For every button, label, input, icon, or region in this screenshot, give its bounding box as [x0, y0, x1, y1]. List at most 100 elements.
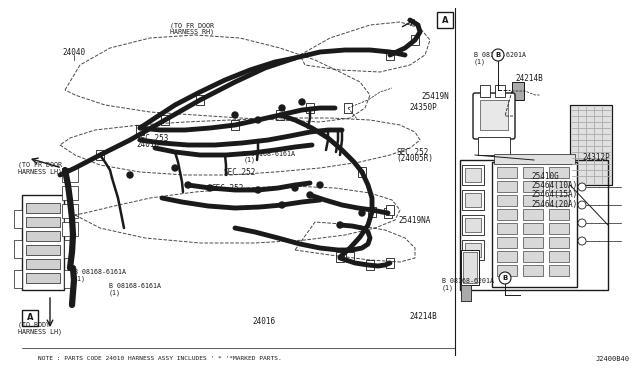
Text: 25464(10A): 25464(10A): [531, 181, 577, 190]
Bar: [497, 237, 517, 248]
Text: SEC.253: SEC.253: [136, 134, 169, 143]
Bar: [480, 100, 508, 130]
FancyBboxPatch shape: [473, 93, 515, 139]
Bar: [26, 203, 60, 213]
Bar: [523, 181, 543, 192]
Bar: [549, 209, 569, 220]
Bar: [62, 222, 78, 236]
Bar: [492, 162, 577, 287]
Circle shape: [255, 187, 261, 193]
Bar: [26, 273, 60, 283]
Bar: [461, 285, 471, 301]
Bar: [523, 167, 543, 178]
Bar: [336, 252, 344, 262]
Text: HARNESS RH): HARNESS RH): [170, 29, 214, 35]
Text: (1): (1): [474, 58, 486, 65]
Bar: [497, 195, 517, 206]
Circle shape: [127, 172, 133, 178]
Bar: [231, 120, 239, 130]
Bar: [465, 168, 481, 182]
Text: A: A: [27, 314, 33, 323]
Text: NOTE : PARTS CODE 24010 HARNESS ASSY INCLUDES ' * '*MARKED PARTS.: NOTE : PARTS CODE 24010 HARNESS ASSY INC…: [38, 356, 282, 361]
Bar: [549, 181, 569, 192]
Bar: [14, 240, 22, 258]
Bar: [463, 252, 477, 283]
Circle shape: [279, 105, 285, 111]
Bar: [497, 251, 517, 262]
Bar: [26, 231, 60, 241]
Bar: [462, 165, 484, 185]
Bar: [22, 195, 64, 290]
Bar: [64, 210, 72, 228]
Text: (1): (1): [109, 290, 121, 296]
Bar: [462, 240, 484, 260]
Bar: [570, 105, 612, 185]
Bar: [306, 103, 314, 113]
Bar: [461, 250, 479, 285]
Text: B: B: [495, 52, 500, 58]
Bar: [465, 218, 481, 232]
Text: HARNESS LH): HARNESS LH): [18, 328, 62, 334]
Circle shape: [185, 182, 191, 188]
Bar: [497, 223, 517, 234]
Bar: [26, 259, 60, 269]
Bar: [494, 154, 575, 164]
Text: 25419NA: 25419NA: [398, 216, 431, 225]
Bar: [549, 265, 569, 276]
Bar: [276, 110, 284, 120]
Bar: [96, 150, 104, 160]
Text: (TO BODY: (TO BODY: [18, 322, 50, 328]
Text: J2400B40: J2400B40: [596, 356, 630, 362]
Bar: [549, 167, 569, 178]
Text: 25419N: 25419N: [421, 92, 449, 101]
Bar: [512, 82, 524, 100]
Text: B 08168-6201A: B 08168-6201A: [474, 52, 525, 58]
Bar: [549, 251, 569, 262]
Bar: [495, 85, 505, 97]
Bar: [136, 125, 144, 135]
Circle shape: [279, 202, 285, 208]
Text: 24214B: 24214B: [515, 74, 543, 83]
Bar: [62, 186, 78, 200]
Text: (TO FR DOOR: (TO FR DOOR: [170, 22, 214, 29]
Text: B 08168-6161A: B 08168-6161A: [243, 151, 295, 157]
Text: SEC.252: SEC.252: [224, 168, 257, 177]
Circle shape: [578, 201, 586, 209]
Text: 25464(20A): 25464(20A): [531, 200, 577, 209]
Circle shape: [492, 49, 504, 61]
Text: (1): (1): [442, 285, 454, 291]
Text: 25464(15A): 25464(15A): [531, 190, 577, 199]
Text: B: B: [502, 275, 508, 281]
Text: (24005R): (24005R): [397, 154, 434, 163]
Text: (1): (1): [243, 157, 255, 163]
Text: B 08168-6161A: B 08168-6161A: [74, 269, 125, 275]
Bar: [465, 243, 481, 257]
Text: 24016: 24016: [253, 317, 276, 326]
Bar: [437, 12, 453, 28]
Bar: [523, 223, 543, 234]
Bar: [497, 181, 517, 192]
Text: 24350P: 24350P: [410, 103, 437, 112]
Bar: [465, 193, 481, 207]
Bar: [411, 35, 419, 45]
Text: 25410G: 25410G: [531, 172, 559, 181]
Circle shape: [255, 117, 261, 123]
Bar: [523, 265, 543, 276]
Bar: [386, 50, 394, 60]
Bar: [460, 160, 608, 290]
Circle shape: [578, 237, 586, 245]
Bar: [384, 208, 392, 218]
Bar: [386, 205, 394, 215]
Bar: [22, 310, 38, 326]
Bar: [497, 209, 517, 220]
Bar: [14, 270, 22, 288]
Bar: [523, 209, 543, 220]
Circle shape: [307, 192, 313, 198]
Bar: [196, 95, 204, 105]
Circle shape: [299, 99, 305, 105]
Bar: [26, 217, 60, 227]
Text: SEC.252: SEC.252: [397, 148, 429, 157]
Bar: [523, 195, 543, 206]
Bar: [523, 251, 543, 262]
Bar: [462, 190, 484, 210]
